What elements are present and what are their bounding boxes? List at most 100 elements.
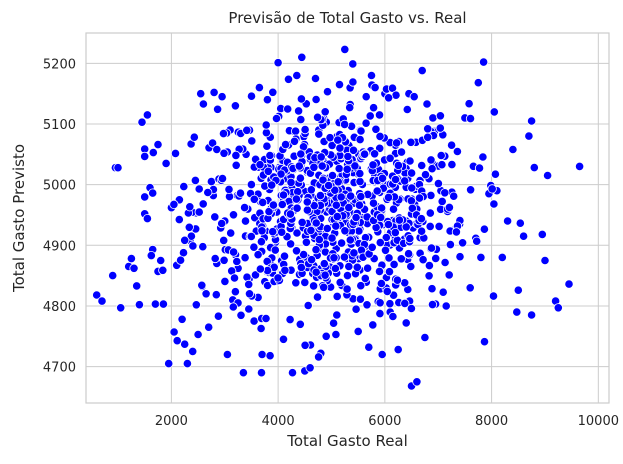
data-point xyxy=(194,184,204,194)
data-point xyxy=(332,291,342,301)
points xyxy=(92,44,585,391)
data-point xyxy=(158,265,168,275)
data-point xyxy=(289,136,300,146)
data-point xyxy=(174,215,184,225)
data-point xyxy=(219,255,229,265)
data-point xyxy=(321,331,331,341)
data-point xyxy=(391,138,402,148)
y-tick-label: 4700 xyxy=(43,361,76,376)
data-point xyxy=(364,342,374,352)
data-point xyxy=(393,344,403,355)
y-tick-label: 5200 xyxy=(43,57,76,72)
data-point xyxy=(377,349,387,360)
data-point xyxy=(193,329,203,340)
data-point xyxy=(427,284,437,294)
data-point xyxy=(134,300,144,310)
data-point xyxy=(377,173,388,183)
data-point xyxy=(327,170,338,181)
data-point xyxy=(445,240,455,250)
data-point xyxy=(542,170,553,181)
data-point xyxy=(396,147,407,157)
data-point xyxy=(213,104,223,114)
data-point xyxy=(265,150,275,161)
y-tick-label: 5100 xyxy=(43,118,76,133)
data-point xyxy=(339,119,350,130)
data-point xyxy=(279,251,290,261)
data-point xyxy=(305,363,315,373)
data-point xyxy=(426,155,436,165)
data-point xyxy=(361,118,371,128)
data-point xyxy=(270,245,280,255)
data-point xyxy=(346,191,356,201)
data-point xyxy=(198,242,208,252)
data-point xyxy=(226,228,236,238)
x-tick-label: 6000 xyxy=(368,414,401,429)
data-point xyxy=(319,259,329,269)
data-point xyxy=(447,160,457,170)
data-point xyxy=(437,196,447,206)
data-point xyxy=(440,188,450,198)
data-point xyxy=(311,218,321,228)
data-point xyxy=(277,227,287,237)
data-point xyxy=(296,94,306,104)
data-point xyxy=(497,252,507,262)
data-point xyxy=(348,145,359,155)
data-point xyxy=(401,318,411,328)
data-point xyxy=(444,270,454,280)
data-point xyxy=(301,237,311,247)
data-point xyxy=(331,329,341,340)
data-point xyxy=(392,275,402,285)
data-point xyxy=(126,254,136,264)
data-point xyxy=(356,126,366,136)
data-point xyxy=(375,238,385,248)
data-point xyxy=(414,193,425,203)
data-point xyxy=(451,227,461,237)
data-point xyxy=(431,253,441,263)
data-point xyxy=(189,132,199,142)
data-point xyxy=(334,164,344,174)
data-point xyxy=(526,310,537,320)
data-point xyxy=(203,187,213,198)
data-point xyxy=(156,255,166,266)
data-point xyxy=(385,299,395,309)
data-point xyxy=(384,267,395,277)
data-point xyxy=(256,368,267,378)
data-point xyxy=(437,160,447,170)
data-point xyxy=(424,271,434,281)
data-point xyxy=(262,141,272,151)
data-point xyxy=(515,218,525,228)
data-point xyxy=(402,104,412,115)
data-point xyxy=(169,327,179,337)
data-point xyxy=(488,291,499,301)
data-point xyxy=(268,200,278,210)
data-point xyxy=(303,300,313,311)
data-point xyxy=(148,148,158,158)
data-point xyxy=(343,151,353,162)
data-point xyxy=(416,214,426,224)
data-point xyxy=(375,298,385,308)
data-point xyxy=(409,92,419,102)
data-point xyxy=(383,93,394,103)
data-point xyxy=(201,289,211,299)
data-point xyxy=(436,150,446,161)
data-point xyxy=(526,116,537,126)
data-point xyxy=(308,281,319,291)
data-point xyxy=(370,83,380,93)
data-point xyxy=(302,197,312,207)
data-point xyxy=(380,245,391,255)
data-point xyxy=(242,125,252,135)
data-point xyxy=(381,232,391,243)
data-point xyxy=(390,174,401,185)
data-point xyxy=(487,184,497,194)
data-point xyxy=(369,149,380,159)
data-point xyxy=(298,250,309,260)
data-point xyxy=(383,219,393,230)
data-point xyxy=(306,255,317,265)
data-point xyxy=(310,73,321,84)
data-point xyxy=(328,318,339,328)
data-point xyxy=(382,286,392,296)
data-point xyxy=(177,314,187,324)
data-point xyxy=(444,202,454,212)
data-point xyxy=(390,228,400,238)
data-point xyxy=(295,173,305,183)
